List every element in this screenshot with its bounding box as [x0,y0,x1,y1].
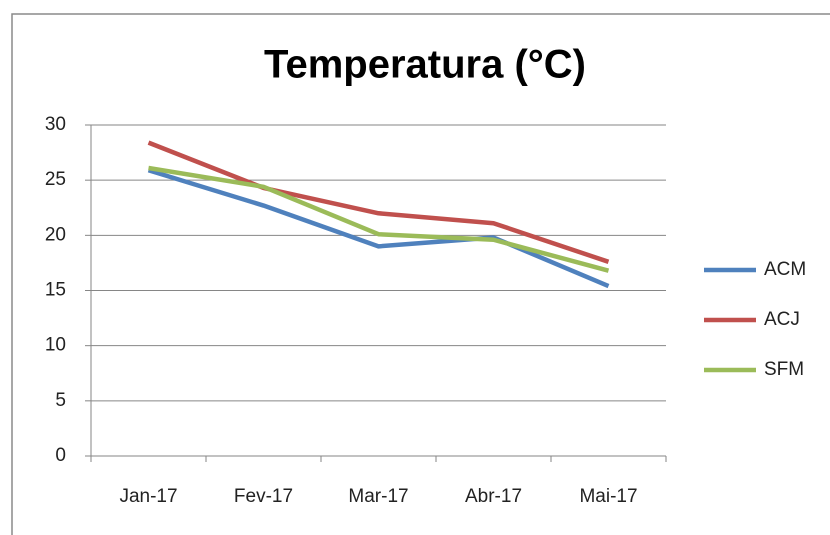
chart-title: Temperatura (°C) [264,43,586,87]
chart-frame [11,13,830,535]
x-tick-label: Mar-17 [348,486,408,507]
y-tick-label: 25 [45,169,66,190]
x-tick-label: Fev-17 [234,486,293,507]
series-line [147,168,610,289]
x-tick-label: Abr-17 [465,486,522,507]
x-tick-label: Jan-17 [119,486,177,507]
y-tick-label: 15 [45,280,66,301]
y-tick-label: 30 [45,114,66,135]
y-tick-label: 0 [55,445,66,466]
series-line [148,165,610,273]
legend-label: SFM [764,359,804,380]
y-tick-label: 5 [55,390,66,411]
series-line [147,140,610,264]
legend-label: ACM [764,259,806,280]
legend-label: ACJ [764,309,800,330]
y-tick-label: 20 [45,224,66,245]
y-tick-label: 10 [45,335,66,356]
x-tick-label: Mai-17 [579,486,637,507]
